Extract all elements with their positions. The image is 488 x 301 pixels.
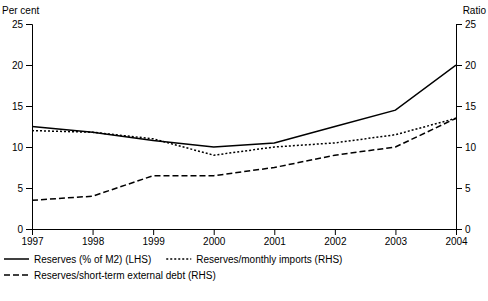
- tick-mark: [335, 229, 336, 235]
- tick-mark: [26, 65, 32, 66]
- tick-label: 2003: [385, 236, 408, 247]
- tick-mark: [26, 188, 32, 189]
- tick-mark: [456, 147, 462, 148]
- tick-label: 2000: [203, 236, 226, 247]
- tick: 1998: [82, 229, 105, 247]
- legend-label: Reserves (% of M2) (LHS): [34, 254, 151, 265]
- tick-label: 5: [17, 183, 23, 194]
- tick-label: 20: [465, 60, 477, 71]
- legend-label: Reserves/short-term external debt (RHS): [34, 270, 216, 281]
- series-line: [32, 118, 456, 155]
- tick: 20: [12, 60, 32, 71]
- tick-label: 25: [465, 19, 477, 30]
- legend-item: Reserves/monthly imports (RHS): [166, 254, 342, 265]
- tick-mark: [456, 106, 462, 107]
- tick-mark: [395, 229, 396, 235]
- tick-mark: [93, 229, 94, 235]
- tick-mark: [456, 24, 462, 25]
- tick-label: 1998: [82, 236, 105, 247]
- tick-mark: [26, 147, 32, 148]
- legend-label: Reserves/monthly imports (RHS): [196, 254, 342, 265]
- tick-mark: [26, 24, 32, 25]
- tick-mark: [214, 229, 215, 235]
- axis-line: [26, 25, 33, 230]
- tick-mark: [456, 65, 462, 66]
- tick: 2003: [385, 229, 408, 247]
- tick: 25: [12, 19, 32, 30]
- y2-axis-label: Ratio: [463, 5, 487, 16]
- tick-label: 1999: [143, 236, 166, 247]
- chart: 1997199819992000200120022003200405101520…: [0, 0, 488, 301]
- tick: 5: [456, 183, 471, 194]
- tick: 2001: [264, 229, 287, 247]
- plot: 1997199819992000200120022003200405101520…: [2, 5, 486, 281]
- legend-item: Reserves/short-term external debt (RHS): [4, 270, 216, 281]
- tick: 10: [12, 142, 32, 153]
- axis-line: [457, 25, 463, 230]
- tick: 1999: [143, 229, 166, 247]
- tick-mark: [153, 229, 154, 235]
- tick-label: 10: [12, 142, 24, 153]
- tick-label: 15: [12, 101, 24, 112]
- tick-label: 10: [465, 142, 477, 153]
- tick-label: 25: [12, 19, 24, 30]
- tick-label: 1997: [21, 236, 44, 247]
- tick-mark: [274, 229, 275, 235]
- tick-label: 2001: [264, 236, 287, 247]
- tick-mark: [26, 106, 32, 107]
- tick-label: 20: [12, 60, 24, 71]
- y-axis-label: Per cent: [2, 5, 39, 16]
- tick-label: 5: [465, 183, 471, 194]
- tick-mark: [456, 229, 462, 230]
- tick-mark: [26, 229, 32, 230]
- tick-label: 0: [17, 224, 23, 235]
- y-axis: 0 5 10 15 20 25: [12, 19, 33, 235]
- tick: 2002: [324, 229, 347, 247]
- tick: 25: [456, 19, 477, 30]
- series-line: [32, 118, 456, 200]
- tick: 0: [17, 224, 32, 235]
- lines: [32, 65, 456, 200]
- tick: 2000: [203, 229, 226, 247]
- tick: 5: [17, 183, 32, 194]
- tick: 15: [456, 101, 477, 112]
- tick-mark: [456, 188, 462, 189]
- legend-item: Reserves (% of M2) (LHS): [4, 254, 151, 265]
- tick: 0: [456, 224, 471, 235]
- tick-label: 15: [465, 101, 477, 112]
- legend-swatch: [166, 258, 191, 260]
- tick-label: 0: [465, 224, 471, 235]
- tick: 1997: [21, 229, 44, 247]
- x-axis: 1997 1998 1999 2000 2001 2002 2003 2004: [21, 229, 468, 247]
- legend-swatch: [4, 258, 29, 260]
- tick: 10: [456, 142, 477, 153]
- tick: 20: [456, 60, 477, 71]
- tick-label: 2002: [324, 236, 347, 247]
- tick-label: 2004: [445, 236, 468, 247]
- legend-swatch: [4, 274, 29, 276]
- y2-axis: 0 5 10 15 20 25: [456, 19, 477, 235]
- axis-line: [33, 230, 457, 236]
- legend: Reserves (% of M2) (LHS) Reserves/monthly…: [4, 254, 342, 281]
- tick: 15: [12, 101, 32, 112]
